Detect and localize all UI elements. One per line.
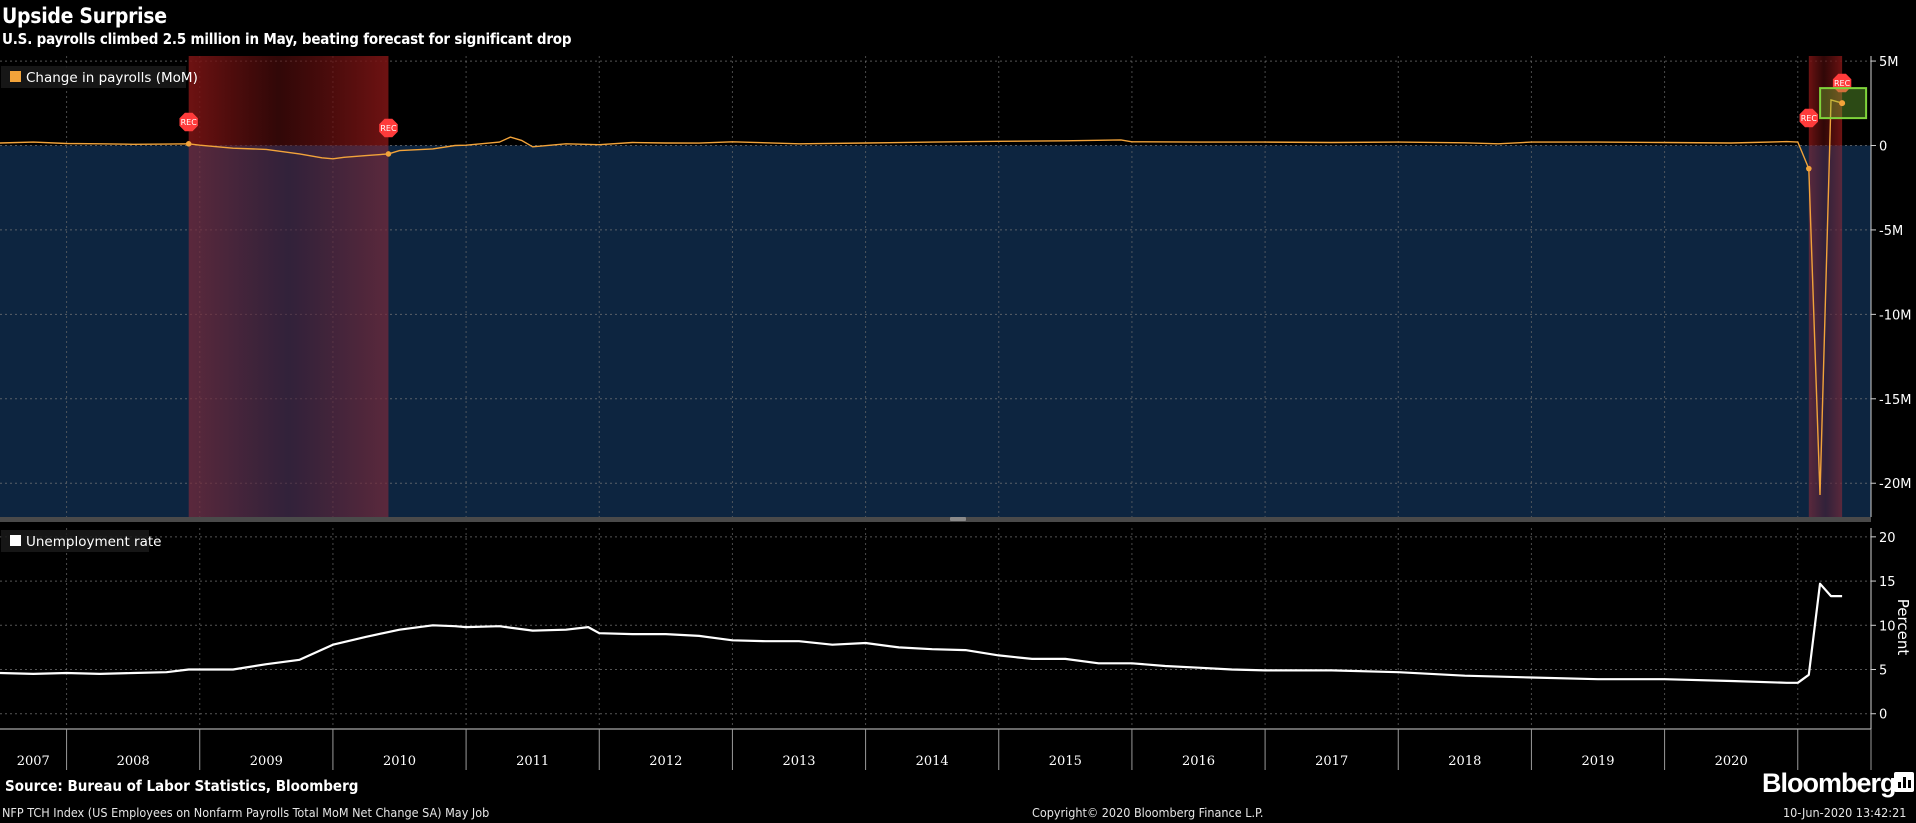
payrolls-point [185,141,192,147]
legend-swatch [10,71,21,82]
unemployment-y-tick-label: 15 [1879,575,1896,590]
payrolls-point [385,151,392,157]
unemployment-y-axis-title: Percent [1894,599,1912,656]
x-tick-label: 2015 [1049,754,1082,769]
payrolls-point [1806,165,1812,172]
recession-marker-label: REC [1801,114,1818,123]
recession-marker-label: REC [380,124,397,133]
bloomberg-logo: Bloomberg [1762,768,1897,798]
chart-title: Upside Surprise [2,4,167,28]
latest-payrolls-point [1839,100,1846,107]
recession-marker: REC [1799,108,1818,128]
unemployment-legend: Unemployment rate [1,530,161,552]
bar-chart-icon [1894,772,1914,792]
payrolls-y-tick-label: -5M [1879,224,1903,239]
x-tick-label: 2011 [516,754,549,769]
recession-marker: REC [179,112,198,132]
stop-sign-icon [1799,108,1818,128]
unemployment-y-tick-label: 20 [1879,531,1896,546]
recession-marker-label: REC [1834,79,1851,88]
recession-marker: REC [379,118,398,138]
unemployment-y-tick-label: 5 [1879,664,1887,679]
payrolls-y-tick-label: 5M [1879,55,1899,70]
payrolls-line [0,98,1843,496]
payrolls-y-tick-label: 0 [1879,139,1887,154]
x-tick-label: 2017 [1315,754,1348,769]
payrolls-legend: Change in payrolls (MoM) [1,66,198,88]
unemployment-y-tick-label: 0 [1879,708,1887,723]
x-tick-label: 2019 [1581,754,1614,769]
recession-band [188,56,389,146]
stop-sign-icon [179,112,198,132]
unemployment-y-tick-label: 10 [1879,619,1896,634]
x-tick-label: 2010 [383,754,416,769]
legend-label: Unemployment rate [26,534,161,550]
recession-shading: REC REC REC REC [179,56,1852,517]
chart-subtitle: U.S. payrolls climbed 2.5 million in May… [2,30,572,48]
x-tick-label: 2018 [1448,754,1481,769]
x-tick-label: 2009 [250,754,283,769]
source-note: Source: Bureau of Labor Statistics, Bloo… [5,777,359,795]
stop-sign-icon [379,118,398,138]
recession-band [1808,56,1843,146]
x-tick-label: 2014 [916,754,949,769]
index-description: NFP TCH Index (US Employees on Nonfarm P… [2,805,490,820]
recession-marker-label: REC [181,118,198,127]
timestamp: 10-Jun-2020 13:42:21 [1783,805,1907,820]
payrolls-y-tick-label: -15M [1879,393,1911,408]
copyright-note: Copyright© 2020 Bloomberg Finance L.P. [1032,805,1264,820]
x-tick-label: 2012 [649,754,682,769]
series-layer [0,87,1868,684]
recession-band [188,145,389,517]
legend-box [1,66,186,88]
x-tick-label: 2013 [782,754,815,769]
payrolls-y-tick-label: -20M [1879,477,1911,492]
legend-box [1,530,149,552]
unemployment-line [0,582,1843,684]
x-tick-label: 2020 [1715,754,1748,769]
x-tick-label: 2007 [17,754,50,769]
legend-swatch [10,535,21,546]
axes-layer: 5M 0 -5M -10M -15M -20M 0 5 10 15 20 Percent 2007 200… [0,55,1912,770]
panel-divider [0,517,1871,522]
legend-label: Change in payrolls (MoM) [26,70,198,86]
panel-resize-handle [950,517,966,521]
legends-layer: Change in payrolls (MoM) Unemployment rat… [1,66,198,552]
x-tick-label: 2016 [1182,754,1215,769]
payrolls-y-tick-label: -10M [1879,308,1911,323]
x-tick-label: 2008 [117,754,150,769]
